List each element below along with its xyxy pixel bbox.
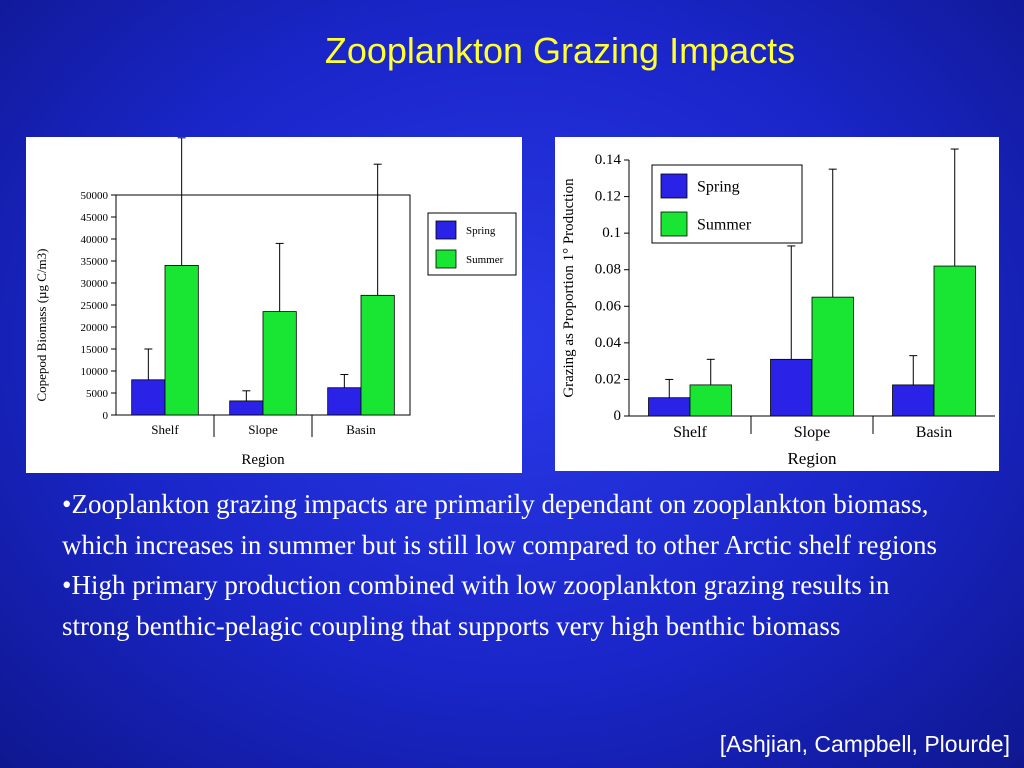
x-category-label: Slope [248,422,278,437]
x-category-label: Basin [346,422,376,437]
y-tick-label: 40000 [81,234,109,246]
y-tick-label: 0.04 [595,335,622,351]
bar-summer [262,311,297,416]
y-axis-label: Copepod Biomass (µg C/m3) [34,248,49,401]
bar-summer [164,264,199,416]
y-tick-label: 50000 [81,190,109,202]
bar-spring [892,384,935,417]
y-tick-label: 0.08 [595,262,621,278]
y-tick-label: 0 [614,408,622,424]
legend-label: Spring [697,178,740,195]
legend-swatch-spring [435,220,457,240]
grazing-proportion-chart: 0 0.02 0.04 0.06 0.08 0.1 0.12 0.14 Shelf Slope Ba… [561,148,995,468]
copepod-biomass-chart-panel: 0 5000 10000 15000 20000 25000 30000 35000 40000… [26,137,522,473]
x-axis-label: Region [787,449,837,468]
bar-spring [229,400,264,416]
y-tick-label: 30000 [81,278,109,290]
y-tick-label: 5000 [86,388,109,400]
x-category-label: Basin [916,424,952,441]
bullet-item: •Zooplankton grazing impacts are primari… [62,489,938,560]
y-tick-label: 0 [103,410,109,422]
y-tick-label: 15000 [81,344,109,356]
y-tick-label: 35000 [81,256,109,268]
bar-spring [648,397,691,417]
y-tick-label: 45000 [81,212,109,224]
legend-swatch-spring [660,173,688,199]
y-tick-label: 25000 [81,300,109,312]
x-category-label: Shelf [151,422,179,437]
y-tick-label: 0.1 [602,225,621,241]
y-tick-label: 0.06 [595,298,622,314]
bar-spring [770,358,813,417]
legend-label: Spring [466,225,496,237]
grazing-proportion-chart-panel: 0 0.02 0.04 0.06 0.08 0.1 0.12 0.14 Shelf Slope Ba… [555,137,999,471]
y-tick-label: 0.14 [595,152,622,168]
bullet-list: •Zooplankton grazing impacts are primari… [62,484,962,646]
x-category-label: Shelf [673,424,707,441]
bar-summer [811,296,854,417]
bar-spring [131,379,166,416]
bullet-item: •High primary production combined with l… [62,570,890,641]
bar-summer [360,294,395,416]
y-tick-label: 10000 [81,366,109,378]
x-axis-label: Region [241,452,285,468]
y-tick-label: 0.12 [595,189,621,205]
legend-swatch-summer [660,211,688,237]
slide-title: Zooplankton Grazing Impacts [324,30,796,71]
citation: [Ashjian, Campbell, Plourde] [719,731,1010,757]
bar-spring [327,387,362,416]
legend-swatch-summer [435,249,457,269]
legend-label: Summer [697,216,752,233]
bar-summer [689,384,732,417]
y-tick-label: 20000 [81,322,109,334]
copepod-biomass-chart: 0 5000 10000 15000 20000 25000 30000 35000 40000… [34,137,517,468]
x-category-label: Slope [794,424,830,441]
y-tick-label: 0.02 [595,371,621,387]
y-axis-label: Grazing as Proportion 1° Production [561,178,577,398]
legend-label: Summer [466,254,504,266]
bar-summer [933,265,976,417]
